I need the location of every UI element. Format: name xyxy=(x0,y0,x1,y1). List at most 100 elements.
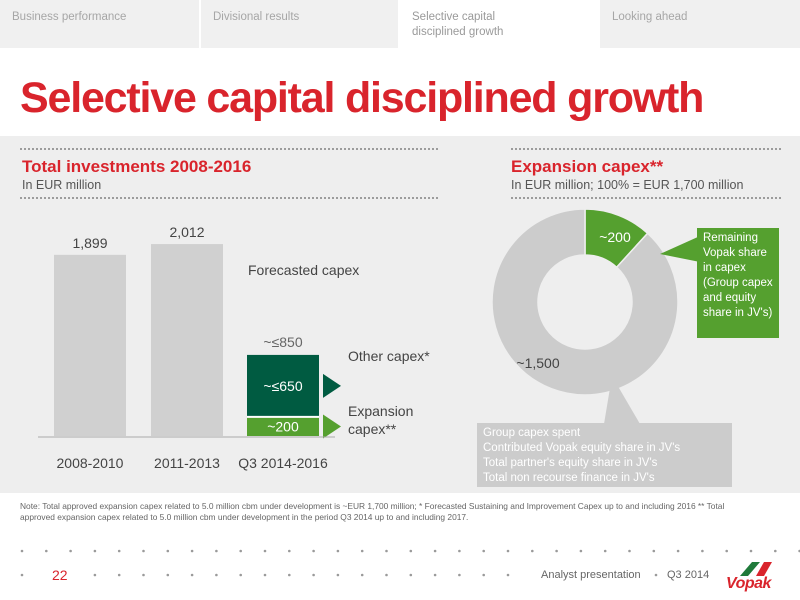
page-number: 22 xyxy=(52,567,68,583)
dot xyxy=(654,573,658,577)
logo-text: Vopak xyxy=(726,575,771,592)
divider xyxy=(20,148,438,150)
dot xyxy=(360,573,364,577)
group-capex-line: Group capex spent xyxy=(483,427,581,439)
left-section-title: Total investments 2008-2016 xyxy=(22,157,252,176)
dot xyxy=(20,573,24,577)
dot xyxy=(239,573,242,577)
dot xyxy=(93,549,97,553)
dot xyxy=(433,549,437,553)
page-title: Selective capital disciplined growth xyxy=(20,74,704,122)
dot xyxy=(433,573,437,577)
footnote: Note: Total approved expansion capex rel… xyxy=(20,501,725,522)
dot xyxy=(215,573,218,577)
dot xyxy=(142,573,145,577)
dot xyxy=(482,573,486,577)
dot xyxy=(749,549,753,553)
group-capex-line: Contributed Vopak equity share in JV's xyxy=(483,442,681,454)
group-capex-line: Total partner's equity share in JV's xyxy=(483,457,658,469)
donut-slice xyxy=(491,208,679,396)
stack-segment xyxy=(247,354,319,417)
greybox-pointer xyxy=(604,376,640,424)
dot xyxy=(239,549,242,553)
dot xyxy=(360,549,364,553)
dot xyxy=(166,573,170,577)
dot xyxy=(263,549,267,553)
dot xyxy=(288,573,291,577)
dot xyxy=(69,549,72,553)
footer-date: Q3 2014 xyxy=(667,569,710,581)
footer-presentation: Analyst presentation xyxy=(541,569,641,581)
dot xyxy=(652,549,656,553)
bar-value-label: ~≤850 xyxy=(263,334,302,350)
category-label: 2011-2013 xyxy=(154,455,220,471)
category-label: 2008-2010 xyxy=(57,455,124,471)
bar xyxy=(151,244,223,436)
bar-value-label: 2,012 xyxy=(169,224,204,240)
tab-label: Selective capital disciplined growth xyxy=(412,11,504,38)
dot xyxy=(385,549,388,553)
section-tabs: Business performance Divisional results … xyxy=(0,0,800,48)
divider xyxy=(20,197,438,199)
dot xyxy=(142,549,145,553)
vopak-logo: Vopak xyxy=(726,558,792,592)
group-capex-line: Total non recourse finance in JV's xyxy=(483,472,655,484)
dot xyxy=(215,549,218,553)
dot xyxy=(20,549,24,553)
dot xyxy=(93,573,97,577)
dot xyxy=(603,549,607,553)
other-capex-label: Other capex* xyxy=(348,348,430,364)
slice-label: ~1,500 xyxy=(516,355,559,371)
forecast-label: Forecasted capex xyxy=(248,262,359,278)
dot xyxy=(409,573,413,577)
callout-text: Remaining Vopak share in capex (Group ca… xyxy=(703,232,773,319)
divider xyxy=(511,148,781,150)
segment-arrow-icon xyxy=(323,373,341,398)
expansion-capex-label: Expansion xyxy=(348,403,413,419)
tab-business-performance[interactable]: Business performance xyxy=(0,0,201,48)
expansion-capex-label-2: capex** xyxy=(348,421,397,437)
segment-label: ~200 xyxy=(267,418,299,434)
dot xyxy=(725,549,728,553)
dot xyxy=(579,549,583,553)
dot xyxy=(701,549,704,553)
dot xyxy=(506,549,510,553)
tab-divisional-results[interactable]: Divisional results xyxy=(201,0,400,48)
right-section-subtitle: In EUR million; 100% = EUR 1,700 million xyxy=(511,178,744,192)
tab-selective-capital[interactable]: Selective capital disciplined growth xyxy=(400,0,600,48)
group-capex-box: Group capex spent Contributed Vopak equi… xyxy=(477,423,732,487)
dot xyxy=(336,573,340,577)
dot xyxy=(166,549,170,553)
dot xyxy=(312,573,315,577)
slice-label: ~200 xyxy=(599,229,631,245)
dot xyxy=(312,549,315,553)
callout-pointer xyxy=(660,236,700,262)
dot xyxy=(45,549,48,553)
tab-label: Looking ahead xyxy=(612,11,688,23)
dot xyxy=(385,573,388,577)
tab-label: Business performance xyxy=(12,11,127,23)
dot xyxy=(263,573,267,577)
category-label: Q3 2014-2016 xyxy=(238,455,328,471)
dot xyxy=(336,549,340,553)
stack-segment xyxy=(247,416,319,436)
dot xyxy=(409,549,413,553)
dot xyxy=(676,549,680,553)
dot xyxy=(288,549,291,553)
dot xyxy=(555,549,558,553)
vopak-mark-icon xyxy=(740,562,772,576)
segment-arrow-icon xyxy=(323,414,341,439)
tab-label: Divisional results xyxy=(213,11,300,23)
remaining-share-callout: Remaining Vopak share in capex (Group ca… xyxy=(697,228,779,338)
dot xyxy=(458,573,461,577)
divider xyxy=(511,197,781,199)
dot xyxy=(628,549,631,553)
dot xyxy=(458,549,461,553)
tab-looking-ahead[interactable]: Looking ahead xyxy=(600,0,800,48)
dot xyxy=(117,549,121,553)
segment-label: ~≤650 xyxy=(263,378,302,394)
dot xyxy=(117,573,121,577)
right-section-title: Expansion capex** xyxy=(511,157,664,176)
